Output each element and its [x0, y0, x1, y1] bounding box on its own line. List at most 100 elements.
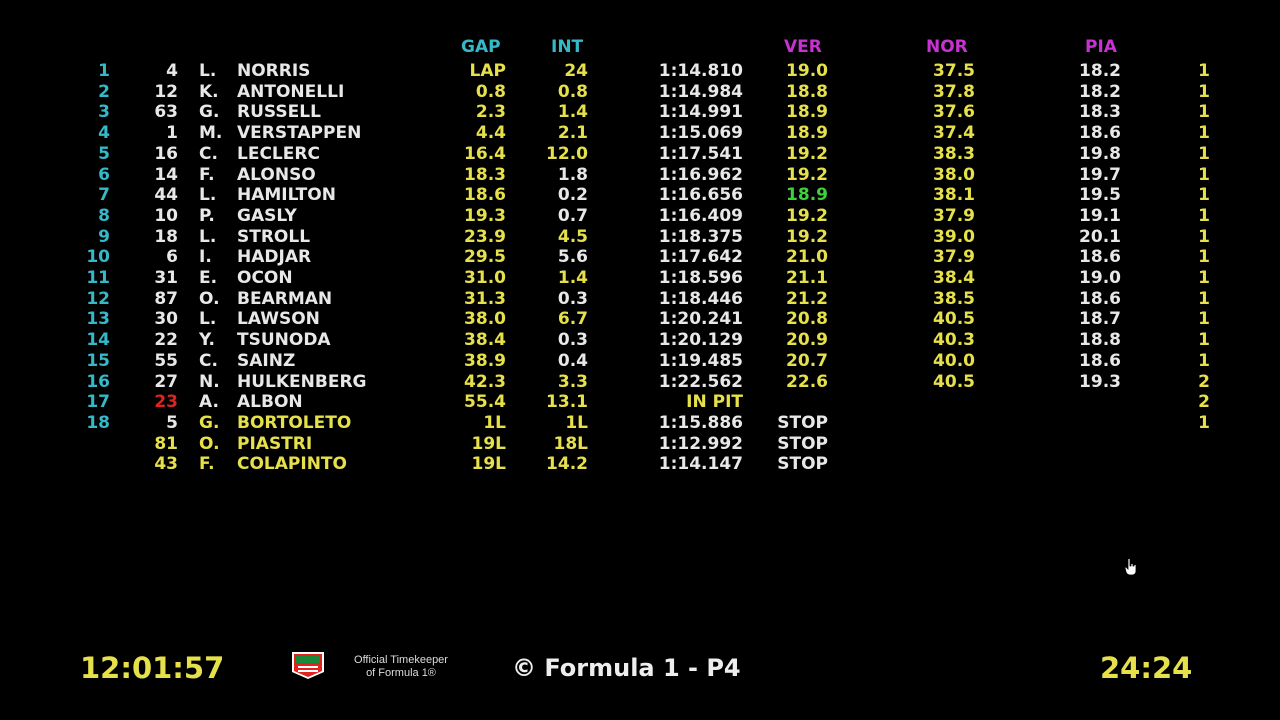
cell-time: 1:14.984	[658, 81, 743, 102]
cell-s2: 38.4	[933, 268, 975, 288]
table-row: 12 87 O. BEARMAN 31.3 0.3 1:18.446 21.2 38.5 18.6…	[0, 289, 1280, 310]
cell-s3: 18.8	[1079, 330, 1121, 351]
cell-s1: 19.2	[786, 164, 828, 185]
cell-num: 87	[154, 288, 178, 309]
cell-num: 5	[166, 412, 178, 433]
cell-init: M.	[199, 123, 223, 144]
cell-int: 5.6	[557, 247, 588, 268]
hand-pointer-icon	[1124, 558, 1137, 576]
table-row: 3 63 G. RUSSELL 2.3 1.4 1:14.991 18.9 37.6 18.3 1	[0, 102, 1280, 123]
cell-pit: 1	[1198, 350, 1210, 371]
cell-s3: 18.2	[1079, 81, 1121, 102]
cell-s3: 19.7	[1079, 164, 1121, 185]
cell-init: I.	[199, 247, 212, 268]
cell-s1: 20.9	[786, 330, 828, 351]
cell-gap: 19L	[471, 433, 507, 454]
cell-pos: 16	[86, 371, 110, 392]
cell-pit: 1	[1198, 412, 1210, 433]
cell-s2: 37.9	[933, 247, 975, 268]
cell-num: 6	[166, 247, 178, 268]
cell-int: 0.3	[557, 288, 588, 309]
cell-s1: 20.7	[786, 350, 828, 371]
cell-pit: 1	[1198, 61, 1210, 81]
cell-int: 14.2	[546, 454, 588, 475]
cell-pos: 11	[86, 268, 110, 288]
cell-gap: 31.0	[464, 268, 506, 288]
cell-pit: 1	[1198, 123, 1210, 144]
cell-pit: 1	[1198, 268, 1210, 288]
cell-pos: 15	[86, 350, 110, 371]
cell-s1: STOP	[777, 433, 828, 454]
cell-num: 4	[166, 61, 178, 81]
table-row: 1 4 L. NORRIS LAP 24 1:14.810 19.0 37.5 18.2 1	[0, 61, 1280, 82]
table-row: 7 44 L. HAMILTON 18.6 0.2 1:16.656 18.9 38.1 19.5…	[0, 185, 1280, 206]
cell-int: 18L	[553, 433, 589, 454]
cell-num: 18	[154, 226, 178, 247]
cell-time: 1:22.562	[658, 371, 743, 392]
cell-s1: 19.0	[786, 61, 828, 81]
cell-name: PIASTRI	[237, 433, 313, 454]
cell-time: IN PIT	[686, 392, 743, 413]
cell-pit: 2	[1198, 371, 1210, 392]
table-row: 6 14 F. ALONSO 18.3 1.8 1:16.962 19.2 38.0 19.7 1	[0, 165, 1280, 186]
cell-s2: 38.3	[933, 143, 975, 164]
cell-s1: 21.2	[786, 288, 828, 309]
cell-init: P.	[199, 205, 215, 226]
cell-gap: 38.0	[464, 309, 506, 330]
cell-s1: 22.6	[786, 371, 828, 392]
cell-s1: 18.9	[786, 123, 828, 144]
cell-int: 2.1	[557, 123, 588, 144]
cell-num: 81	[154, 433, 178, 454]
cell-gap: 38.9	[464, 350, 506, 371]
cell-s2: 40.3	[933, 330, 975, 351]
cell-s3: 18.6	[1079, 247, 1121, 268]
cell-init: A.	[199, 392, 219, 413]
table-row: 13 30 L. LAWSON 38.0 6.7 1:20.241 20.8 40.5 18.7 1	[0, 309, 1280, 330]
cell-s2: 40.5	[933, 309, 975, 330]
cell-s2: 38.0	[933, 164, 975, 185]
cell-s1: 18.9	[786, 185, 828, 206]
cell-int: 0.7	[557, 205, 588, 226]
cell-time: 1:17.642	[658, 247, 743, 268]
cell-name: GASLY	[237, 205, 297, 226]
cell-num: 22	[154, 330, 178, 351]
cell-s1: 21.1	[786, 268, 828, 288]
cell-gap: 16.4	[464, 143, 506, 164]
cell-time: 1:15.069	[658, 123, 743, 144]
cell-int: 3.3	[557, 371, 588, 392]
table-row: 16 27 N. HULKENBERG 42.3 3.3 1:22.562 22.6 40.5 1…	[0, 372, 1280, 393]
table-row: 10 6 I. HADJAR 29.5 5.6 1:17.642 21.0 37.9 18.6 1	[0, 247, 1280, 268]
cell-name: STROLL	[237, 226, 311, 247]
table-row: 15 55 C. SAINZ 38.9 0.4 1:19.485 20.7 40.0 18.6 1	[0, 351, 1280, 372]
cell-name: VERSTAPPEN	[237, 123, 362, 144]
cell-name: HAMILTON	[237, 185, 336, 206]
cell-init: E.	[199, 268, 218, 288]
cell-name: HULKENBERG	[237, 371, 367, 392]
cell-gap: LAP	[469, 61, 506, 81]
cell-init: G.	[199, 102, 220, 123]
cell-s2: 37.4	[933, 123, 975, 144]
cell-time: 1:14.991	[658, 102, 743, 123]
cell-init: N.	[199, 371, 220, 392]
cell-pit: 1	[1198, 164, 1210, 185]
header-int: INT	[551, 37, 584, 57]
cell-int: 13.1	[546, 392, 588, 413]
cell-s3: 20.1	[1079, 226, 1121, 247]
cell-s3: 19.0	[1079, 268, 1121, 288]
cell-pos: 13	[86, 309, 110, 330]
cell-time: 1:16.656	[658, 185, 743, 206]
cell-time: 1:14.147	[658, 454, 743, 475]
cell-time: 1:20.129	[658, 330, 743, 351]
cell-gap: 18.6	[464, 185, 506, 206]
cell-num: 30	[154, 309, 178, 330]
table-row: 2 12 K. ANTONELLI 0.8 0.8 1:14.984 18.8 37.8 18.2…	[0, 82, 1280, 103]
cell-pos: 7	[98, 185, 110, 206]
cell-time: 1:16.409	[658, 205, 743, 226]
cell-s1: 19.2	[786, 143, 828, 164]
cell-gap: 29.5	[464, 247, 506, 268]
cell-s1: 19.2	[786, 205, 828, 226]
cell-num: 1	[166, 123, 178, 144]
time-remaining: 24:24	[1100, 651, 1193, 685]
table-row: 8 10 P. GASLY 19.3 0.7 1:16.409 19.2 37.9 19.1 1	[0, 206, 1280, 227]
cell-s3: 18.6	[1079, 288, 1121, 309]
